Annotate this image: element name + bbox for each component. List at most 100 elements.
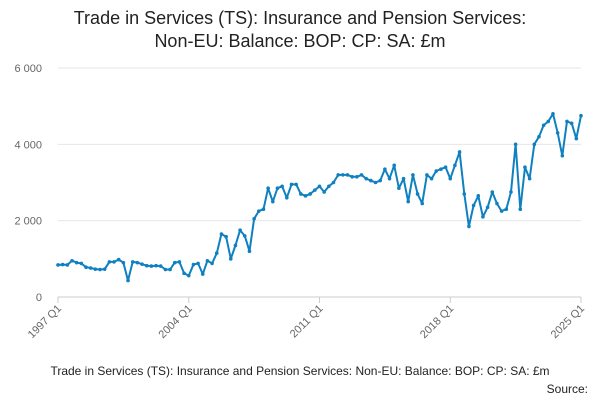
point [383,167,387,171]
point [467,224,471,229]
point [196,261,200,266]
point [373,180,378,185]
point [224,234,228,239]
point [65,263,70,267]
point [294,182,298,187]
point [453,163,457,168]
point [518,207,523,212]
point [504,207,509,212]
point [271,199,275,204]
point [88,266,93,270]
point [60,262,65,267]
point [266,186,270,191]
point [513,142,518,147]
point [70,258,74,263]
point [74,260,79,265]
point [303,194,308,198]
point [285,195,289,200]
point [247,249,252,253]
point [238,228,242,233]
point [56,263,60,267]
point [555,131,560,135]
point [154,263,158,268]
point [149,264,154,268]
point [205,258,210,263]
chart-title: Trade in Services (TS): Insurance and Pe… [74,8,527,28]
point [299,192,303,196]
point [532,142,537,147]
footnote: Trade in Services (TS): Insurance and Pe… [50,364,549,378]
point [336,173,340,177]
point [397,186,401,191]
point [490,190,495,194]
point [434,169,439,173]
y-tick-label: 6 000 [14,63,42,75]
point [359,173,364,177]
point [98,267,102,272]
point [392,163,397,168]
x-tick-label: 2025 Q1 [549,303,587,341]
point [242,234,247,238]
point [415,192,420,196]
point [565,119,569,124]
point [341,173,345,177]
point [509,190,513,194]
point [369,178,373,183]
point [476,194,481,198]
point [289,182,294,187]
point [327,184,331,189]
point [116,257,121,262]
point [135,260,140,265]
point [172,260,177,265]
point [364,176,368,181]
point [102,267,107,271]
point [182,271,186,276]
point [79,261,84,266]
point [210,261,214,266]
point [191,262,196,267]
point [420,201,425,206]
point [144,263,149,268]
point [261,207,266,212]
point [401,176,406,181]
point [406,199,411,204]
point [439,167,443,171]
point [481,215,485,219]
point [411,173,415,177]
point [126,278,130,283]
point [471,203,476,208]
point [523,165,527,170]
point [495,201,499,206]
point [355,174,359,179]
point [569,121,574,126]
point [308,192,312,196]
point [158,264,163,268]
point [574,136,579,141]
point [551,112,555,116]
y-tick-label: 4 000 [14,139,42,151]
point [228,257,233,261]
y-tick-label: 0 [36,292,42,304]
point [537,134,541,139]
point [233,243,238,248]
point [168,267,172,272]
point [121,260,126,265]
point [322,190,326,194]
point [256,209,261,213]
point [378,178,383,183]
point [425,173,429,177]
point [443,165,448,170]
x-tick-label: 2011 Q1 [288,303,326,341]
point [275,186,280,191]
point [429,176,434,181]
source: Source: [547,382,588,396]
point [387,176,392,181]
point [560,153,565,158]
point [163,267,168,272]
point [186,273,191,278]
x-tick-label: 2018 Q1 [418,303,456,341]
y-tick-label: 2 000 [14,216,42,228]
point [313,188,317,192]
point [107,260,112,264]
point [485,205,490,210]
